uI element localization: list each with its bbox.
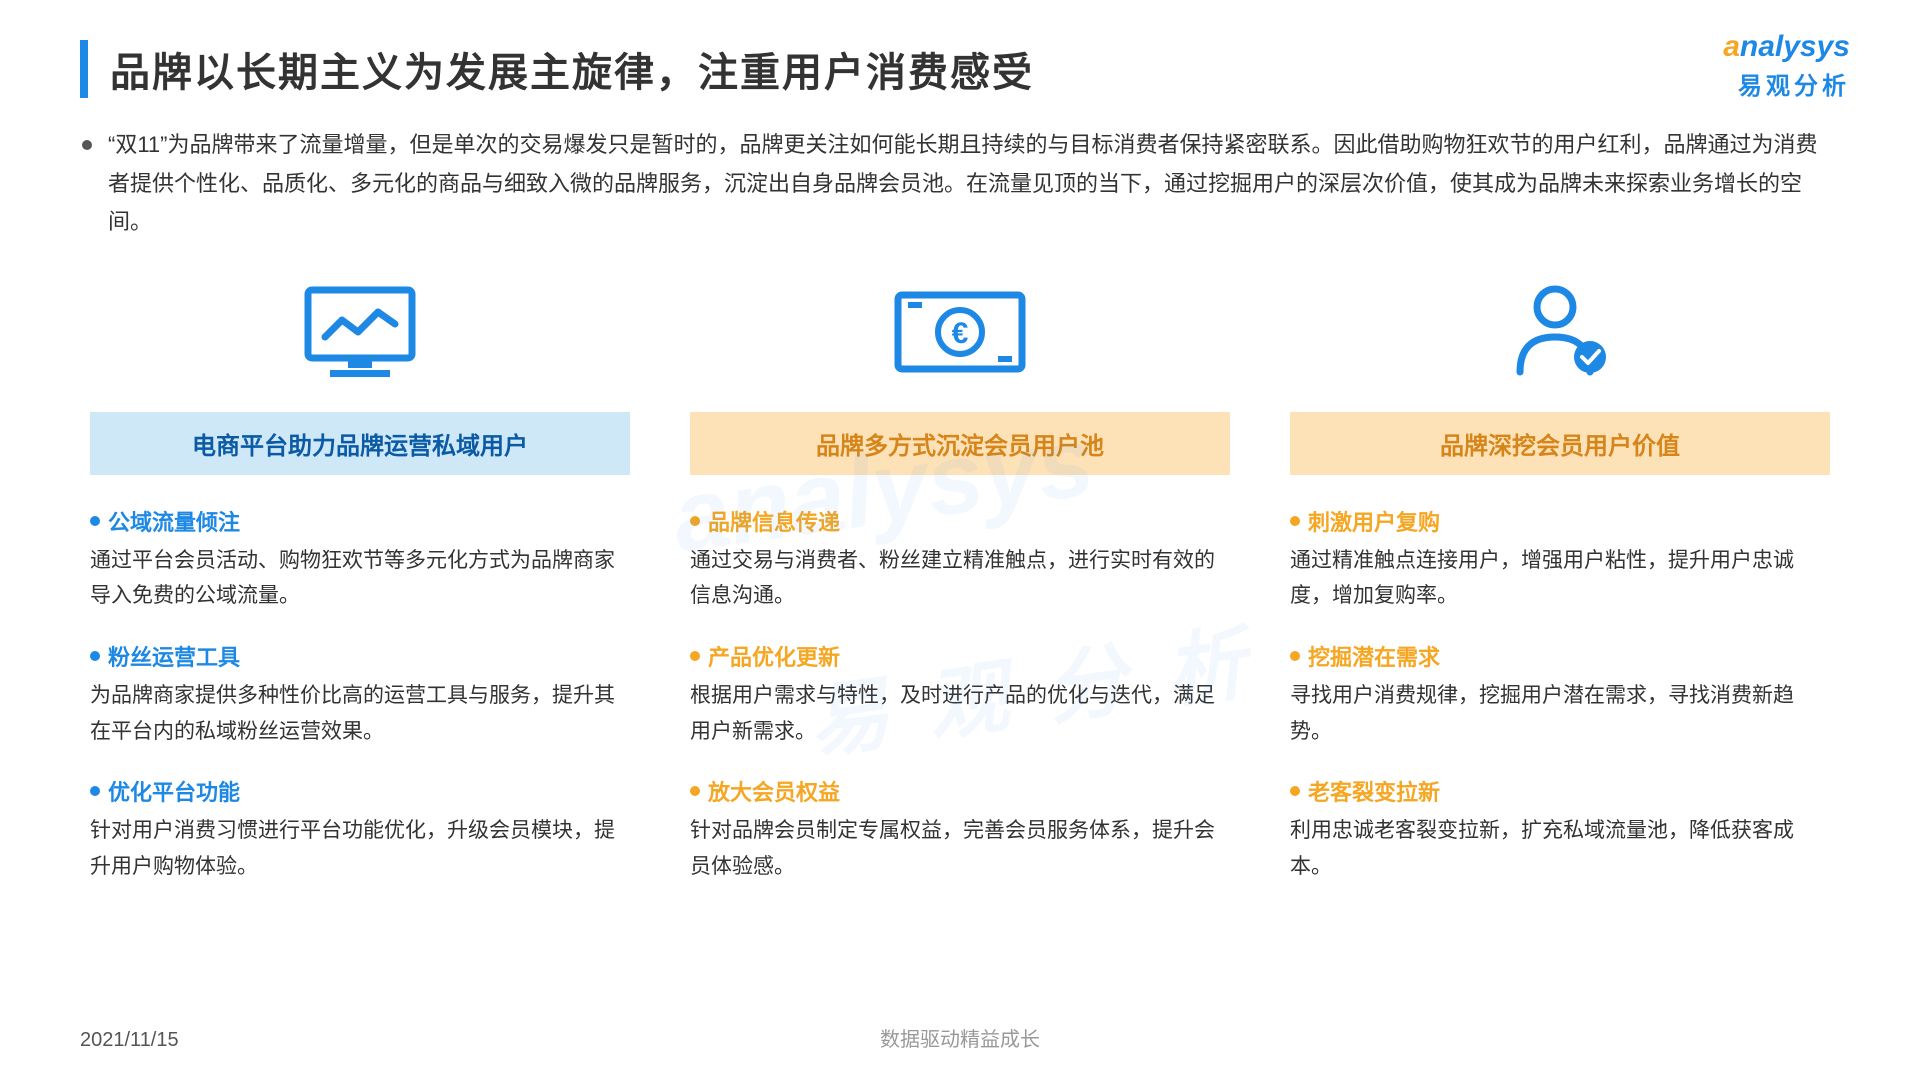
dot-icon [90,516,100,526]
item-title: 老客裂变拉新 [1308,775,1440,807]
item-body: 为品牌商家提供多种性价比高的运营工具与服务，提升其在平台内的私域粉丝运营效果。 [90,678,630,749]
bullet-icon [82,140,92,150]
dot-icon [90,651,100,661]
column-ecommerce: 电商平台助力品牌运营私域用户 公域流量倾注 通过平台会员活动、购物狂欢节等多元化… [90,272,630,911]
list-item: 公域流量倾注 通过平台会员活动、购物狂欢节等多元化方式为品牌商家导入免费的公域流… [90,505,630,614]
columns-container: 电商平台助力品牌运营私域用户 公域流量倾注 通过平台会员活动、购物狂欢节等多元化… [80,272,1840,911]
item-body: 寻找用户消费规律，挖掘用户潜在需求，寻找消费新趋势。 [1290,678,1830,749]
list-item: 产品优化更新 根据用户需求与特性，及时进行产品的优化与迭代，满足用户新需求。 [690,640,1230,749]
title-bar: 品牌以长期主义为发展主旋律，注重用户消费感受 [80,40,1840,98]
logo-subtitle: 易观分析 [1723,66,1850,101]
dot-icon [690,786,700,796]
list-item: 粉丝运营工具 为品牌商家提供多种性价比高的运营工具与服务，提升其在平台内的私域粉… [90,640,630,749]
item-body: 根据用户需求与特性，及时进行产品的优化与迭代，满足用户新需求。 [690,678,1230,749]
item-body: 通过精准触点连接用户，增强用户粘性，提升用户忠诚度，增加复购率。 [1290,543,1830,614]
list-item: 优化平台功能 针对用户消费习惯进行平台功能优化，升级会员模块，提升用户购物体验。 [90,775,630,884]
item-title: 挖掘潜在需求 [1308,640,1440,672]
item-title: 产品优化更新 [708,640,840,672]
footer-tagline: 数据驱动精益成长 [880,1023,1040,1052]
dot-icon [1290,516,1300,526]
item-body: 通过平台会员活动、购物狂欢节等多元化方式为品牌商家导入免费的公域流量。 [90,543,630,614]
dot-icon [690,651,700,661]
item-body: 针对用户消费习惯进行平台功能优化，升级会员模块，提升用户购物体验。 [90,813,630,884]
column-header: 品牌多方式沉淀会员用户池 [690,412,1230,475]
dot-icon [90,786,100,796]
item-body: 通过交易与消费者、粉丝建立精准触点，进行实时有效的信息沟通。 [690,543,1230,614]
item-title: 放大会员权益 [708,775,840,807]
column-header: 电商平台助力品牌运营私域用户 [90,412,630,475]
logo-rest: nalysys [1740,30,1850,63]
svg-text:€: € [952,317,969,350]
item-title: 优化平台功能 [108,775,240,807]
list-item: 放大会员权益 针对品牌会员制定专属权益，完善会员服务体系，提升会员体验感。 [690,775,1230,884]
list-item: 品牌信息传递 通过交易与消费者、粉丝建立精准触点，进行实时有效的信息沟通。 [690,505,1230,614]
monitor-chart-icon [90,272,630,392]
item-body: 利用忠诚老客裂变拉新，扩充私域流量池，降低获客成本。 [1290,813,1830,884]
intro-text: “双11”为品牌带来了流量增量，但是单次的交易爆发只是暂时的，品牌更关注如何能长… [108,126,1830,242]
item-title: 粉丝运营工具 [108,640,240,672]
logo-letter-a: a [1723,30,1740,63]
column-member-pool: € 品牌多方式沉淀会员用户池 品牌信息传递 通过交易与消费者、粉丝建立精准触点，… [690,272,1230,911]
column-member-value: 品牌深挖会员用户价值 刺激用户复购 通过精准触点连接用户，增强用户粘性，提升用户… [1290,272,1830,911]
brand-logo: analysys 易观分析 [1723,30,1850,101]
dot-icon [690,516,700,526]
logo-wordmark: analysys [1723,30,1850,64]
dot-icon [1290,651,1300,661]
item-title: 品牌信息传递 [708,505,840,537]
item-title: 公域流量倾注 [108,505,240,537]
list-item: 刺激用户复购 通过精准触点连接用户，增强用户粘性，提升用户忠诚度，增加复购率。 [1290,505,1830,614]
list-item: 挖掘潜在需求 寻找用户消费规律，挖掘用户潜在需求，寻找消费新趋势。 [1290,640,1830,749]
column-header: 品牌深挖会员用户价值 [1290,412,1830,475]
user-verified-icon [1290,272,1830,392]
slide: analysys 易观分析 品牌以长期主义为发展主旋律，注重用户消费感受 “双1… [0,0,1920,1080]
intro-paragraph: “双11”为品牌带来了流量增量，但是单次的交易爆发只是暂时的，品牌更关注如何能长… [80,126,1840,242]
item-title: 刺激用户复购 [1308,505,1440,537]
list-item: 老客裂变拉新 利用忠诚老客裂变拉新，扩充私域流量池，降低获客成本。 [1290,775,1830,884]
footer-date: 2021/11/15 [80,1029,179,1052]
item-body: 针对品牌会员制定专属权益，完善会员服务体系，提升会员体验感。 [690,813,1230,884]
dot-icon [1290,786,1300,796]
page-title: 品牌以长期主义为发展主旋律，注重用户消费感受 [110,40,1840,98]
euro-banknote-icon: € [690,272,1230,392]
